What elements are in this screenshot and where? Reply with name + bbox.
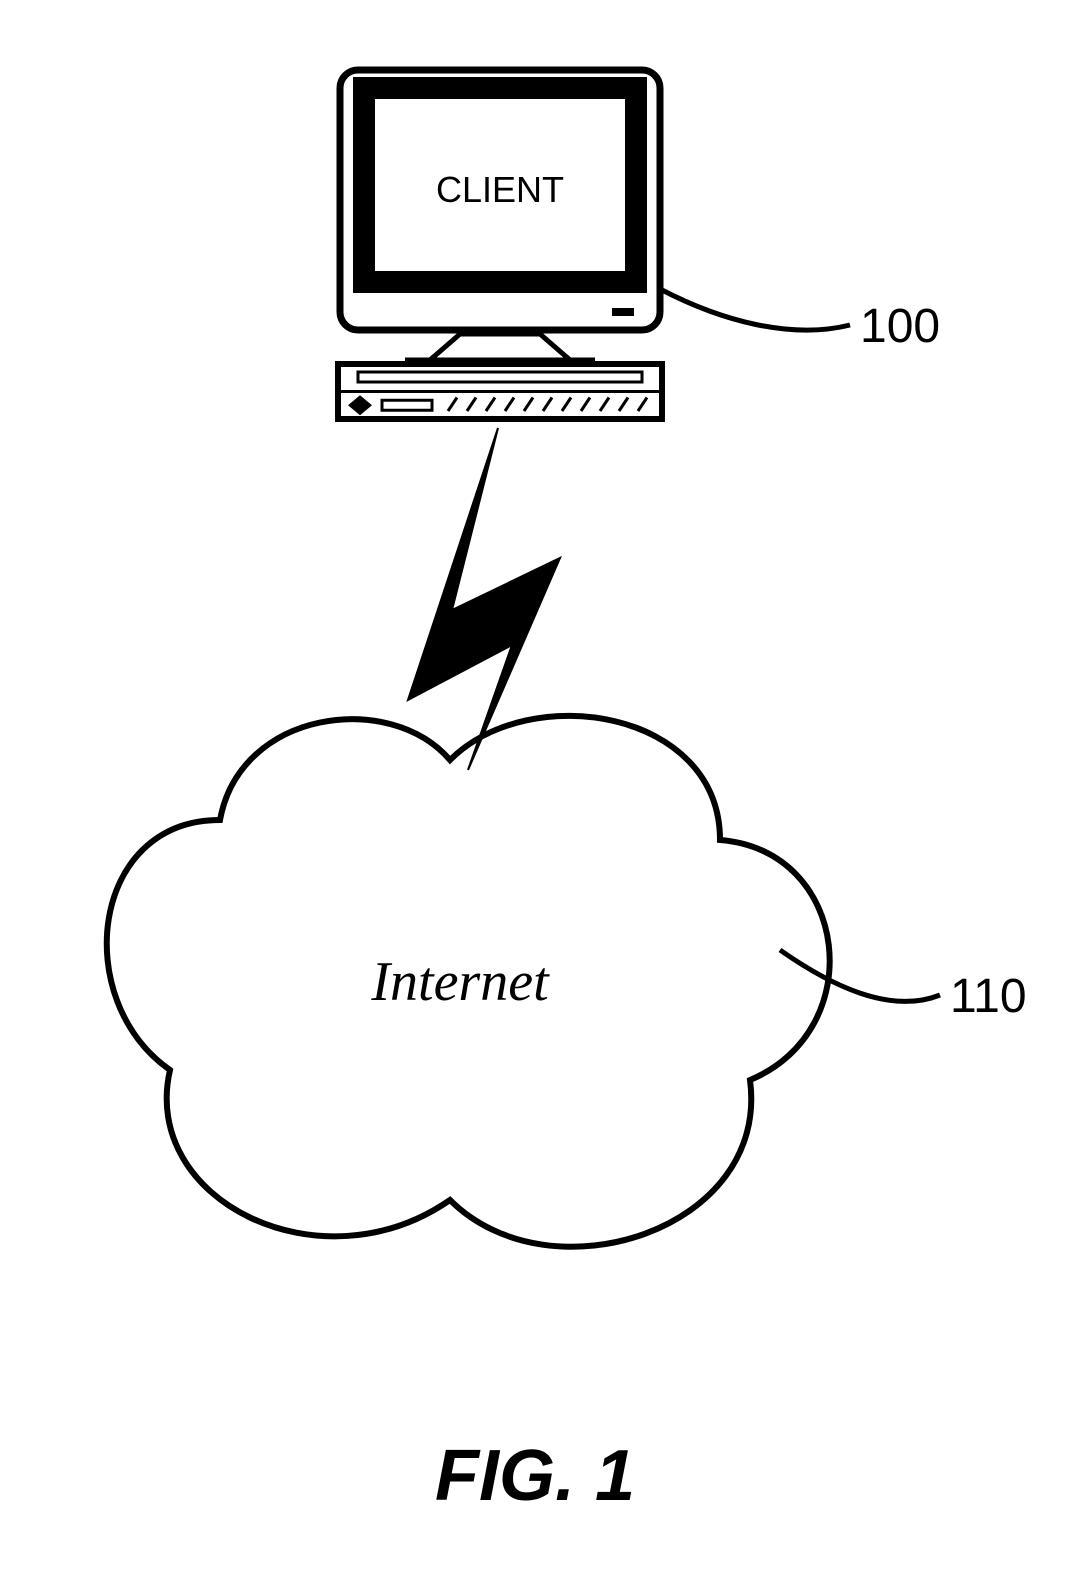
cloud-ref-label: 110 xyxy=(950,970,1027,1023)
client-ref-label: 100 xyxy=(860,300,940,353)
internet-cloud-node: Internet 110 xyxy=(107,716,1027,1247)
client-screen-label: CLIENT xyxy=(436,169,564,210)
cloud-label: Internet xyxy=(370,951,550,1013)
figure-canvas: CLIENT 100 Internet 110 FIG. 1 xyxy=(0,0,1070,1571)
client-node: CLIENT 100 xyxy=(338,70,940,419)
figure-caption: FIG. 1 xyxy=(435,1436,635,1516)
